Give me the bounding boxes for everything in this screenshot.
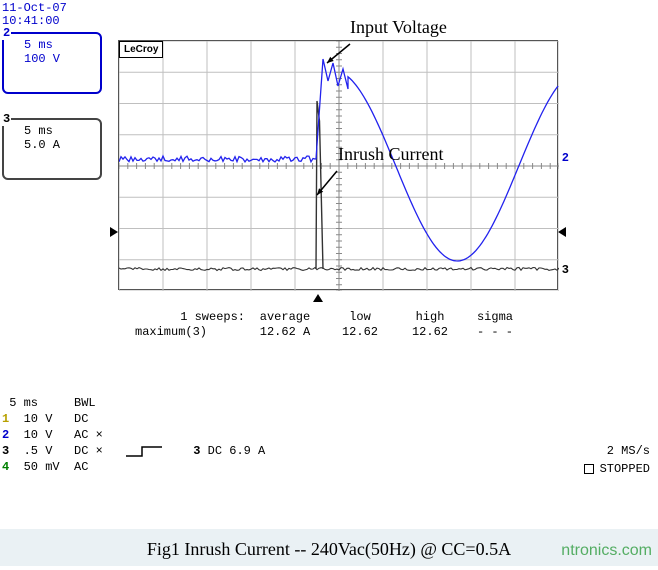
channel-settings-block: 5 ms BWL 1 10 V DC 2 10 V AC ×3 .5 V DC …: [2, 395, 265, 475]
channel-setting-row: 2 10 V AC ×: [2, 427, 265, 443]
channel2-box: 2 5 ms 100 V: [2, 32, 102, 94]
figure-caption: Fig1 Inrush Current -- 240Vac(50Hz) @ CC…: [0, 529, 658, 566]
stop-icon: [584, 464, 594, 474]
annotation-input-voltage: Input Voltage: [350, 17, 447, 38]
watermark-text: ntronics.com: [561, 542, 652, 560]
acquisition-status: 2 MS/s STOPPED: [584, 442, 650, 478]
time-text: 10:41:00: [2, 15, 67, 28]
channel-setting-row: 1 10 V DC: [2, 411, 265, 427]
oscilloscope-display: LeCroy 2 3: [118, 40, 558, 290]
annotation-inrush-current: Inrush Current: [338, 144, 443, 165]
channel3-scale: 5.0 A: [24, 138, 94, 152]
ground-marker-right: [558, 227, 566, 237]
channel-setting-row: 3 .5 V DC × 3 DC 6.9 A: [2, 443, 265, 459]
timebase-row: 5 ms BWL: [2, 395, 265, 411]
trigger-marker-icon: [313, 294, 323, 302]
measurement-value-row: maximum(3) 12.62 A 12.62 12.62 - - -: [135, 325, 525, 340]
channel3-box: 3 5 ms 5.0 A: [2, 118, 102, 180]
measurement-header-row: 1 sweeps: average low high sigma: [135, 310, 525, 325]
channel2-scale: 100 V: [24, 52, 94, 66]
ground-marker-left: [110, 227, 118, 237]
lecroy-badge: LeCroy: [119, 41, 163, 58]
channel3-timebase: 5 ms: [24, 124, 94, 138]
right-label-2: 2: [562, 151, 569, 165]
scope-svg: [119, 41, 559, 291]
channel2-number: 2: [2, 26, 11, 40]
sample-rate: 2 MS/s: [584, 442, 650, 460]
stopped-row: STOPPED: [584, 460, 650, 478]
channel-setting-row: 4 50 mV AC: [2, 459, 265, 475]
right-label-3: 3: [562, 263, 569, 277]
measurement-block: 1 sweeps: average low high sigma maximum…: [135, 310, 525, 340]
channel2-timebase: 5 ms: [24, 38, 94, 52]
channel3-number: 3: [2, 112, 11, 126]
timestamp-header: 11-Oct-07 10:41:00: [2, 2, 67, 28]
